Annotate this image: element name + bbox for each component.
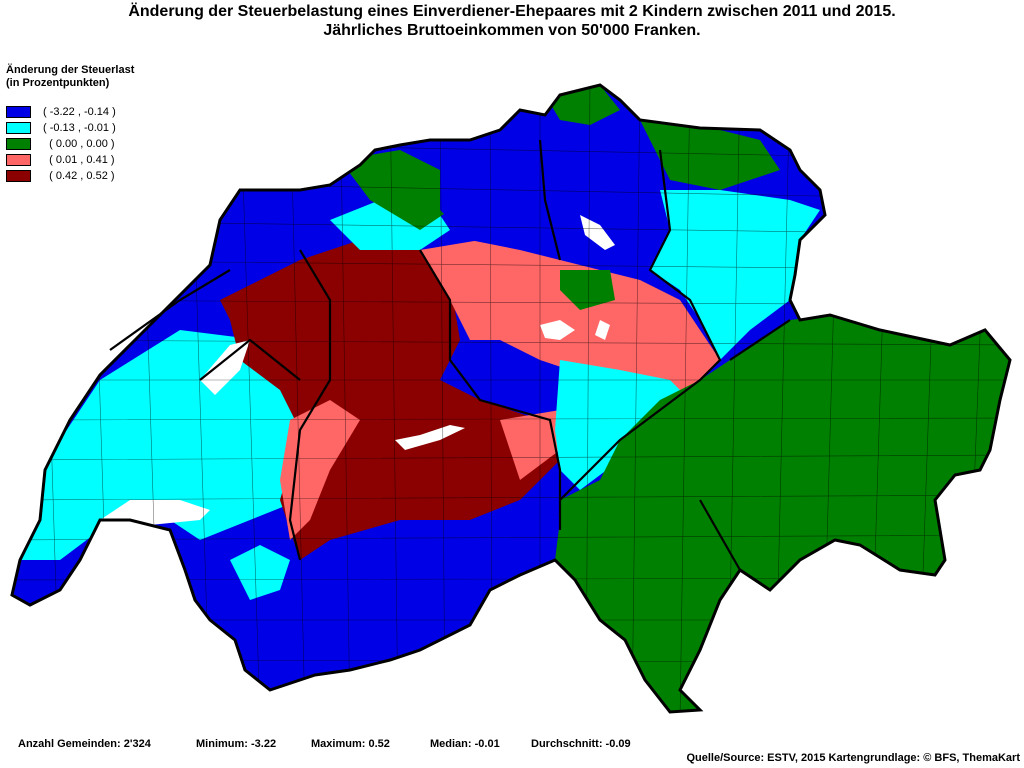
legend-item: ( -0.13 , -0.01 ) [6, 120, 134, 136]
legend-heading: Änderung der Steuerlast (in Prozentpunkt… [6, 64, 134, 90]
legend-label: ( 0.42 , 0.52 ) [43, 170, 115, 182]
stat-median: Median: -0.01 [430, 738, 500, 750]
legend-heading-line1: Änderung der Steuerlast [6, 64, 135, 76]
map-title-line1: Änderung der Steuerbelastung eines Einve… [128, 3, 896, 20]
legend-items: ( -3.22 , -0.14 ) ( -0.13 , -0.01 ) ( 0.0… [6, 104, 134, 184]
legend-swatch [6, 106, 31, 118]
legend-item: ( -3.22 , -0.14 ) [6, 104, 134, 120]
source-note: Quelle/Source: ESTV, 2015 Kartengrundlag… [686, 752, 1020, 764]
legend-swatch [6, 170, 31, 182]
stat-count: Anzahl Gemeinden: 2'324 [18, 738, 151, 750]
legend-heading-line2: (in Prozentpunkten) [6, 77, 110, 89]
legend-swatch [6, 122, 31, 134]
legend-label: ( -3.22 , -0.14 ) [43, 106, 116, 118]
legend-swatch [6, 138, 31, 150]
legend-item: ( 0.42 , 0.52 ) [6, 168, 134, 184]
legend-label: ( 0.00 , 0.00 ) [43, 138, 115, 150]
legend-item: ( 0.00 , 0.00 ) [6, 136, 134, 152]
statistics-bar: Anzahl Gemeinden: 2'324 Minimum: -3.22 M… [0, 738, 1024, 768]
map-legend: Änderung der Steuerlast (in Prozentpunkt… [6, 64, 134, 184]
stat-maximum: Maximum: 0.52 [311, 738, 390, 750]
map-title-line2: Jährliches Bruttoeinkommen von 50'000 Fr… [323, 22, 701, 39]
stat-mean: Durchschnitt: -0.09 [531, 738, 631, 750]
legend-swatch [6, 154, 31, 166]
map-title: Änderung der Steuerbelastung eines Einve… [0, 2, 1024, 40]
legend-item: ( 0.01 , 0.41 ) [6, 152, 134, 168]
legend-label: ( 0.01 , 0.41 ) [43, 154, 115, 166]
legend-label: ( -0.13 , -0.01 ) [43, 122, 116, 134]
stat-minimum: Minimum: -3.22 [196, 738, 277, 750]
